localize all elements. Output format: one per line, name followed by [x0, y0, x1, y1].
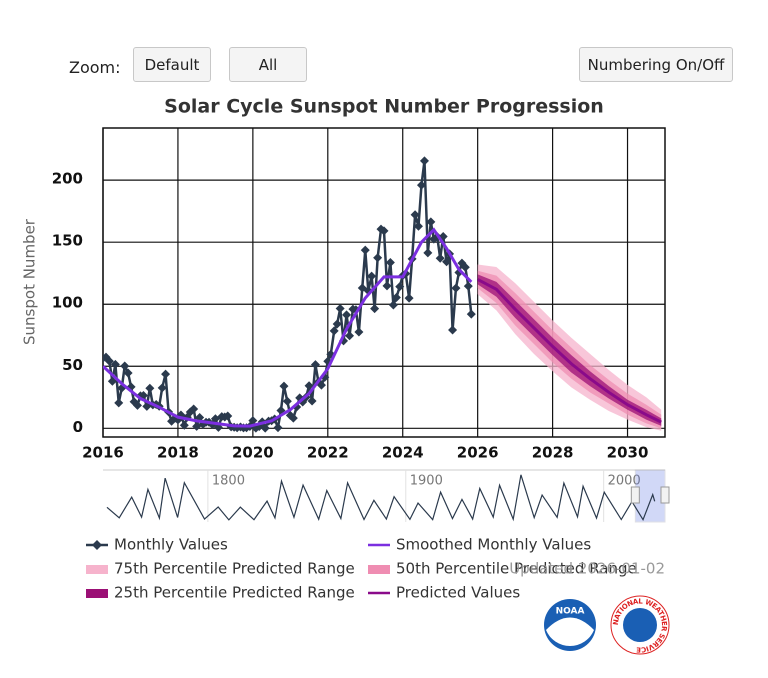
legend-label: Monthly Values — [114, 536, 228, 554]
data-point — [435, 253, 445, 263]
series-line — [476, 278, 662, 424]
data-point — [120, 361, 130, 371]
data-point — [404, 293, 414, 303]
data-point — [466, 309, 476, 319]
data-point — [391, 293, 401, 303]
data-point — [329, 326, 339, 336]
legend-swatch — [368, 565, 390, 574]
legend-label: Smoothed Monthly Values — [396, 536, 591, 554]
data-point — [132, 400, 142, 410]
zoom-all-button[interactable]: All — [229, 47, 307, 82]
data-point — [448, 325, 458, 335]
nws-logo: NATIONAL WEATHER SERVICE — [610, 595, 670, 655]
navigator-handle — [630, 486, 640, 504]
data-point — [426, 217, 436, 227]
data-point — [223, 411, 233, 421]
data-point — [179, 420, 189, 430]
data-point — [282, 396, 292, 406]
legend-label: 50th Percentile Predicted Range — [396, 560, 637, 578]
data-point — [273, 423, 283, 433]
data-point — [157, 383, 167, 393]
data-point — [145, 383, 155, 393]
navigator-tick-label: 1800 — [212, 474, 245, 489]
data-point — [304, 381, 314, 391]
x-tick-label: 2028 — [532, 444, 574, 462]
data-point — [288, 413, 298, 423]
prediction-range — [477, 274, 662, 426]
legend-label: Predicted Values — [396, 584, 520, 602]
y-axis-title: Sunspot Number — [21, 218, 39, 345]
data-point — [379, 226, 389, 236]
series-line — [103, 227, 473, 428]
data-point — [423, 248, 433, 258]
navigator-line — [106, 474, 656, 522]
legend-label: 75th Percentile Predicted Range — [114, 560, 355, 578]
data-point — [114, 398, 124, 408]
data-point — [345, 331, 355, 341]
x-tick-label: 2030 — [607, 444, 649, 462]
data-point — [316, 380, 326, 390]
data-point — [189, 404, 199, 414]
data-point — [385, 258, 395, 268]
data-point — [460, 262, 470, 272]
data-point — [373, 253, 383, 263]
data-point — [123, 368, 133, 378]
data-point — [395, 282, 405, 292]
data-point — [260, 423, 270, 433]
data-point — [463, 281, 473, 291]
x-tick-label: 2024 — [382, 444, 424, 462]
navigator-tick-label: 1900 — [410, 474, 443, 489]
x-tick-label: 2018 — [157, 444, 199, 462]
data-point — [110, 359, 120, 369]
plot-area — [103, 156, 662, 433]
y-tick-label: 150 — [52, 232, 83, 250]
navigator-tick-label: 2000 — [608, 474, 641, 489]
legend-label: 25th Percentile Predicted Range — [114, 584, 355, 602]
zoom-label: Zoom: — [69, 58, 121, 77]
data-point — [370, 304, 380, 314]
navigator-selection — [634, 469, 666, 523]
y-tick-label: 200 — [52, 170, 83, 188]
data-point — [307, 396, 317, 406]
x-tick-label: 2026 — [457, 444, 499, 462]
data-point — [104, 356, 114, 366]
noaa-logo: NOAA — [544, 599, 596, 651]
y-tick-label: 0 — [73, 418, 83, 436]
y-tick-label: 100 — [52, 294, 83, 312]
data-point — [360, 245, 370, 255]
data-point — [161, 369, 171, 379]
data-point — [367, 271, 377, 281]
data-point — [354, 327, 364, 337]
navigator-handle — [660, 486, 670, 504]
x-tick-label: 2022 — [307, 444, 349, 462]
data-point — [335, 304, 345, 314]
data-point — [410, 210, 420, 220]
data-point — [451, 283, 461, 293]
legend-marker — [92, 540, 102, 550]
zoom-default-button[interactable]: Default — [133, 47, 211, 82]
data-point — [279, 381, 289, 391]
data-point — [419, 156, 429, 166]
data-point — [416, 180, 426, 190]
chart-title: Solar Cycle Sunspot Number Progression — [164, 96, 604, 118]
data-point — [103, 352, 111, 362]
legend-swatch — [86, 589, 108, 598]
data-point — [442, 257, 452, 267]
data-point — [332, 319, 342, 329]
y-tick-label: 50 — [62, 356, 83, 374]
data-point — [413, 221, 423, 231]
data-point — [382, 281, 392, 291]
noaa-text: NOAA — [556, 607, 585, 617]
x-tick-label: 2020 — [232, 444, 274, 462]
legend-swatch — [86, 565, 108, 574]
x-tick-label: 2016 — [82, 444, 124, 462]
updated-note: Updated 2026-01-02 — [509, 560, 665, 578]
data-point — [388, 300, 398, 310]
data-point — [310, 360, 320, 370]
numbering-button[interactable]: Numbering On/Off — [579, 47, 733, 82]
data-point — [248, 416, 258, 426]
data-point — [342, 310, 352, 320]
